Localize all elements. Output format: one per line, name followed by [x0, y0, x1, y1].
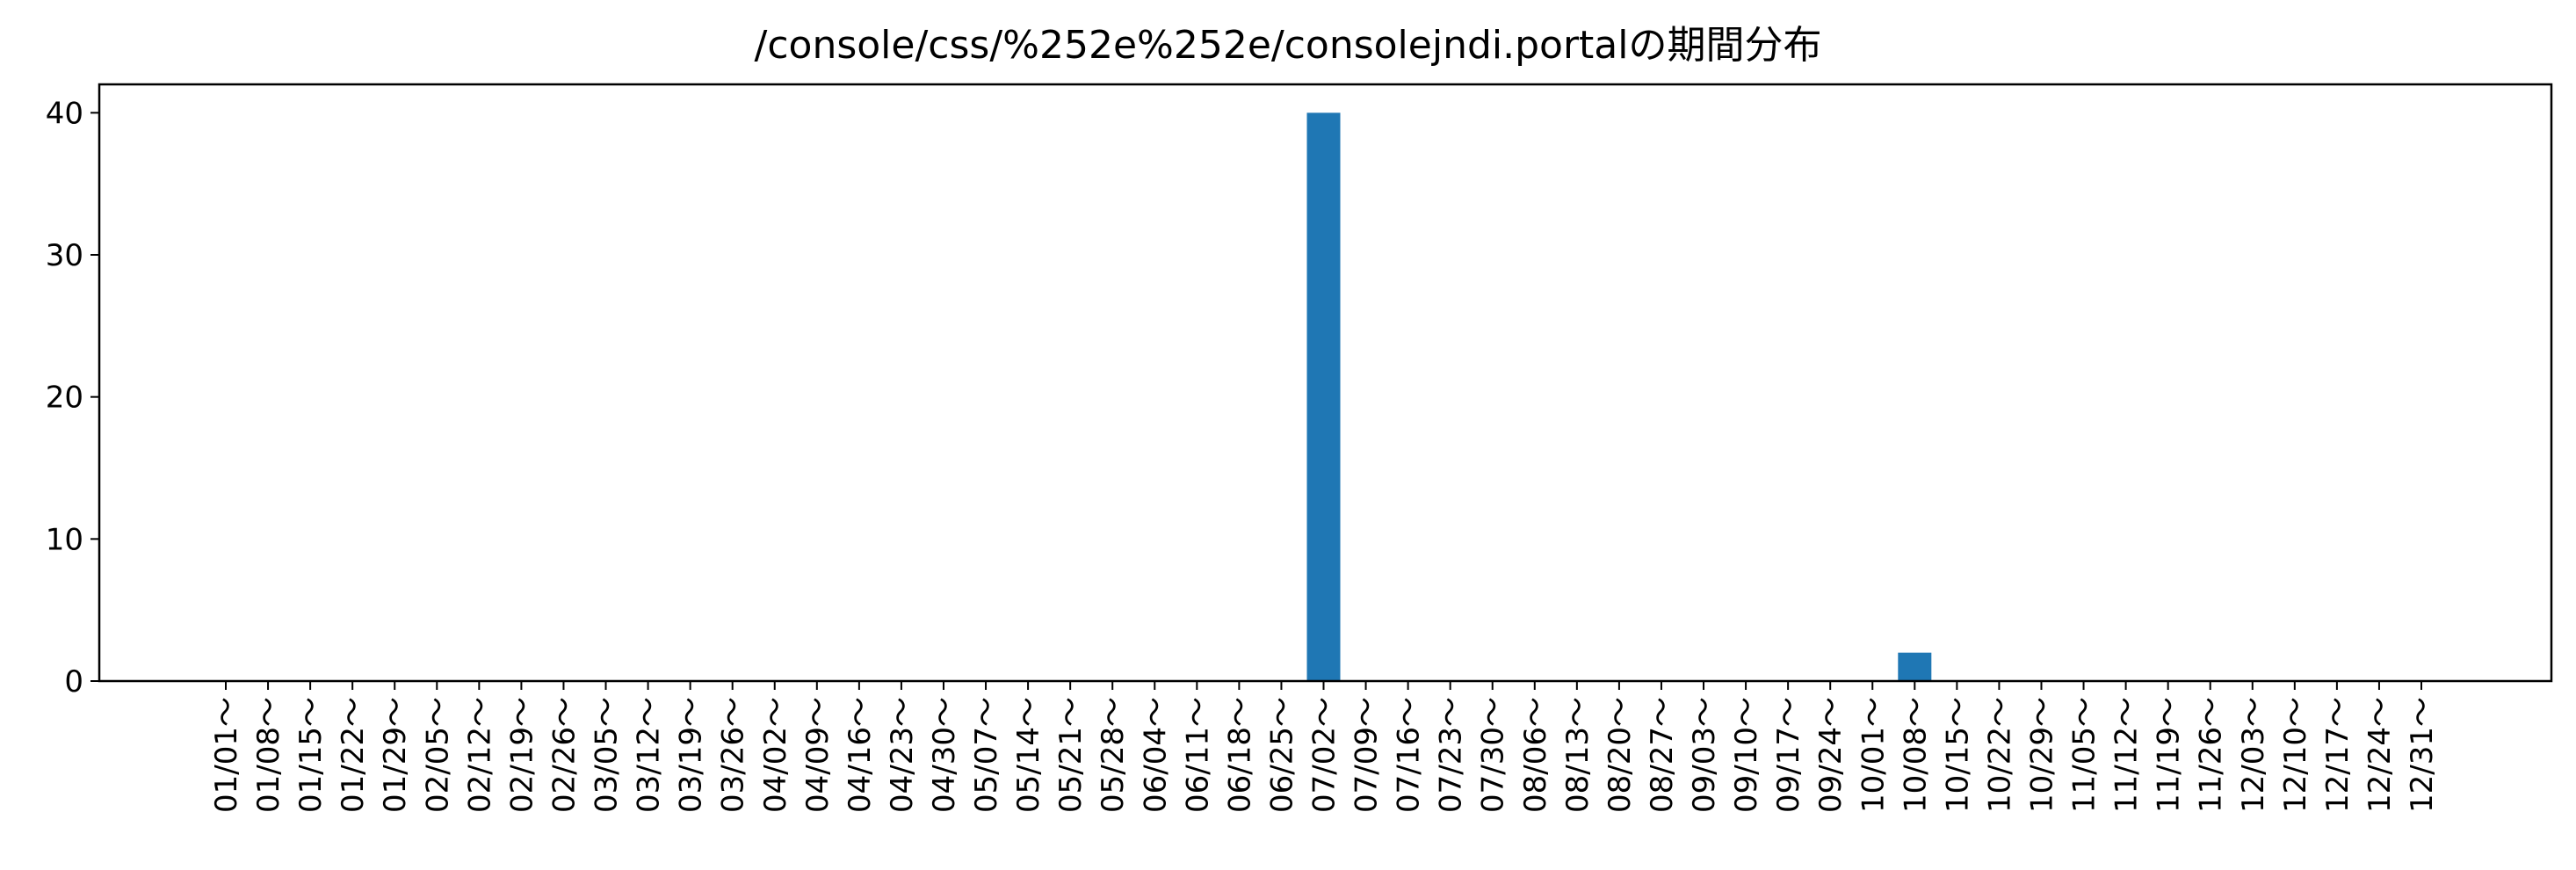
x-tick-label: 02/19～	[504, 697, 539, 813]
x-tick-label: 09/10～	[1729, 697, 1764, 813]
bar	[1898, 652, 1932, 681]
x-tick-label: 04/09～	[800, 697, 836, 813]
x-tick-label: 03/12～	[632, 697, 667, 813]
x-tick-label: 10/15～	[1940, 697, 1975, 813]
x-tick-label: 06/11～	[1180, 697, 1215, 813]
x-tick-label: 10/01～	[1856, 697, 1891, 813]
x-tick-label: 12/10～	[2278, 697, 2313, 813]
x-tick-label: 12/03～	[2236, 697, 2271, 813]
x-tick-label: 11/26～	[2194, 697, 2229, 813]
x-tick-label: 11/05～	[2067, 697, 2102, 813]
y-tick-label: 0	[64, 664, 83, 700]
x-tick-label: 10/08～	[1898, 697, 1933, 813]
x-tick-label: 06/18～	[1222, 697, 1257, 813]
bar	[1306, 112, 1341, 682]
axes-frame	[98, 83, 2553, 683]
x-tick-label: 05/21～	[1053, 697, 1089, 813]
x-tick-label: 03/26～	[716, 697, 751, 813]
x-tick-label: 07/02～	[1307, 697, 1342, 813]
x-tick-label: 05/07～	[969, 697, 1004, 813]
x-tick-label: 10/29～	[2024, 697, 2059, 813]
chart-title: /console/css/%252e%252e/consolejndi.port…	[755, 23, 1822, 68]
x-tick-label: 01/01～	[209, 697, 244, 813]
y-tick-label: 20	[46, 381, 83, 416]
x-tick-label: 02/05～	[420, 697, 455, 813]
x-tick-label: 08/06～	[1518, 697, 1553, 813]
x-tick-label: 01/08～	[251, 697, 286, 813]
x-tick-label: 07/30～	[1476, 697, 1511, 813]
x-tick-label: 07/16～	[1392, 697, 1427, 813]
x-tick-label: 02/26～	[546, 697, 582, 813]
x-tick-label: 11/12～	[2109, 697, 2145, 813]
y-tick-label: 10	[46, 522, 83, 557]
y-tick-label: 30	[46, 238, 83, 273]
x-tick-label: 09/24～	[1813, 697, 1849, 813]
x-tick-label: 04/23～	[885, 697, 920, 813]
x-tick-label: 08/27～	[1645, 697, 1680, 813]
x-tick-label: 08/20～	[1603, 697, 1638, 813]
x-tick-label: 11/19～	[2152, 697, 2187, 813]
x-tick-label: 12/31～	[2405, 697, 2440, 813]
x-tick-label: 01/15～	[293, 697, 329, 813]
x-tick-label: 08/13～	[1560, 697, 1596, 813]
x-tick-label: 07/23～	[1434, 697, 1469, 813]
x-tick-label: 09/03～	[1687, 697, 1722, 813]
x-tick-label: 09/17～	[1771, 697, 1806, 813]
y-tick-label: 40	[46, 96, 83, 131]
x-tick-label: 01/22～	[336, 697, 371, 813]
x-tick-label: 07/09～	[1350, 697, 1385, 813]
x-tick-label: 03/05～	[590, 697, 625, 813]
x-tick-label: 05/28～	[1096, 697, 1131, 813]
x-tick-label: 06/04～	[1138, 697, 1173, 813]
x-tick-label: 06/25～	[1264, 697, 1299, 813]
x-tick-label: 01/29～	[378, 697, 413, 813]
x-tick-label: 12/17～	[2320, 697, 2355, 813]
x-tick-label: 04/02～	[758, 697, 793, 813]
x-tick-label: 10/22～	[1982, 697, 2017, 813]
x-tick-label: 05/14～	[1011, 697, 1046, 813]
x-tick-label: 03/19～	[674, 697, 709, 813]
x-tick-label: 02/12～	[462, 697, 497, 813]
x-tick-label: 12/24～	[2363, 697, 2398, 813]
x-tick-label: 04/30～	[927, 697, 962, 813]
x-tick-label: 04/16～	[843, 697, 878, 813]
